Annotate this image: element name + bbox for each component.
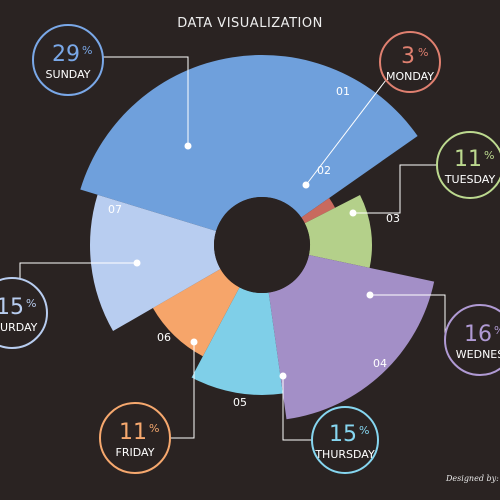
slice-number: 03 bbox=[386, 212, 400, 225]
callout-circle-saturday bbox=[0, 277, 48, 349]
callout-value: 16 bbox=[464, 322, 492, 347]
pie-slice-friday bbox=[152, 269, 240, 357]
callout-day-label: ATURDAY bbox=[0, 321, 38, 334]
pie-slice-sunday bbox=[80, 55, 418, 231]
callout-circle-thursday bbox=[311, 406, 379, 474]
leader-dot bbox=[302, 181, 310, 189]
leader-dot bbox=[184, 142, 192, 150]
leader-line bbox=[305, 79, 387, 186]
leader-dot bbox=[366, 291, 374, 299]
chart-title: DATA VISUALIZATION bbox=[177, 16, 323, 31]
callout-unit: % bbox=[82, 44, 92, 57]
callout-unit: % bbox=[26, 297, 36, 310]
callout-value: 11 bbox=[454, 147, 482, 172]
pie-slice-thursday bbox=[191, 287, 283, 395]
pie-slice-monday bbox=[301, 197, 336, 224]
slice-number: 04 bbox=[373, 357, 387, 370]
callout-circle-sunday bbox=[32, 24, 104, 96]
leader-dot bbox=[133, 259, 141, 267]
callout-value: 15 bbox=[0, 295, 24, 320]
callout-unit: % bbox=[494, 324, 500, 337]
callout-day-label: THURSDAY bbox=[314, 448, 375, 461]
leader-line bbox=[103, 56, 189, 146]
leader-line bbox=[19, 262, 137, 278]
pie-slice-saturday bbox=[90, 194, 221, 331]
callout-unit: % bbox=[484, 149, 494, 162]
callout-unit: % bbox=[149, 422, 159, 435]
designer-credit: Designed by: E bbox=[446, 474, 500, 483]
leader-line bbox=[370, 294, 446, 340]
callout-circle-wednesday bbox=[444, 304, 500, 376]
callout-value: 29 bbox=[52, 42, 80, 67]
callout-circle-monday bbox=[379, 31, 441, 93]
callout-unit: % bbox=[418, 46, 428, 59]
callout-value: 3 bbox=[401, 44, 415, 69]
pie-slice-wednesday bbox=[268, 254, 435, 420]
callout-day-label: SUNDAY bbox=[46, 68, 91, 81]
leader-line bbox=[170, 342, 195, 439]
callout-circle-friday bbox=[99, 402, 171, 474]
callout-day-label: WEDNES bbox=[456, 348, 500, 361]
leader-dot bbox=[190, 338, 198, 346]
slice-number: 01 bbox=[336, 85, 350, 98]
callout-circle-tuesday bbox=[436, 131, 500, 199]
callout-value: 15 bbox=[329, 422, 357, 447]
callout-day-label: TUESDAY bbox=[444, 173, 496, 186]
slice-number: 07 bbox=[108, 203, 122, 216]
slice-number: 02 bbox=[317, 164, 331, 177]
slice-number: 05 bbox=[233, 396, 247, 409]
slice-number: 06 bbox=[157, 331, 171, 344]
callout-unit: % bbox=[359, 424, 369, 437]
leader-line bbox=[353, 164, 438, 214]
leader-dot bbox=[279, 372, 287, 380]
callout-day-label: FRIDAY bbox=[116, 446, 155, 459]
leader-dot bbox=[349, 209, 357, 217]
donut-hole bbox=[214, 197, 310, 293]
callout-day-label: MONDAY bbox=[386, 70, 434, 83]
leader-line bbox=[282, 376, 312, 441]
callout-value: 11 bbox=[119, 420, 147, 445]
